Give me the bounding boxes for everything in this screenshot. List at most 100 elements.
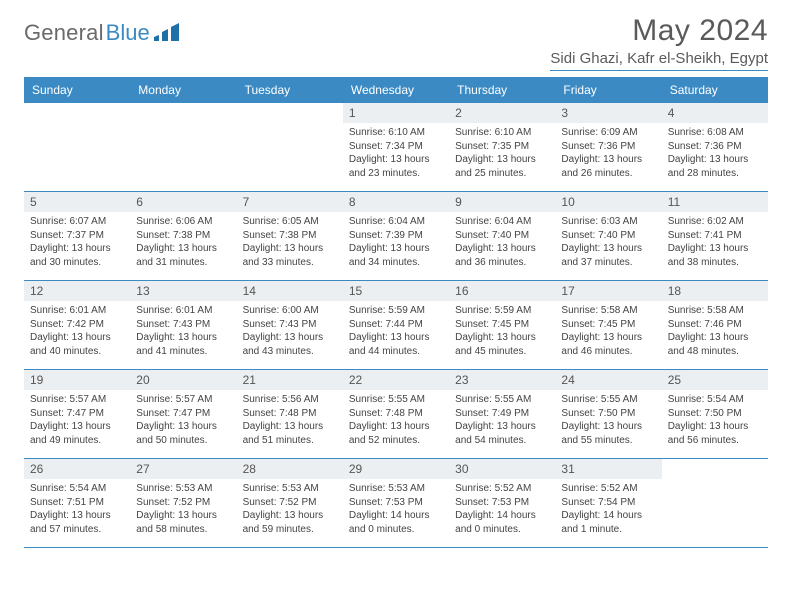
day-number: 25: [662, 370, 768, 390]
day-info: Sunrise: 6:01 AMSunset: 7:42 PMDaylight:…: [30, 304, 124, 358]
sunset-text: Sunset: 7:42 PM: [30, 318, 124, 332]
day-info: Sunrise: 6:07 AMSunset: 7:37 PMDaylight:…: [30, 215, 124, 269]
sunrise-text: Sunrise: 5:57 AM: [136, 393, 230, 407]
sunrise-text: Sunrise: 5:53 AM: [243, 482, 337, 496]
daylight-text: Daylight: 13 hours and 23 minutes.: [349, 153, 443, 180]
sunset-text: Sunset: 7:35 PM: [455, 140, 549, 154]
sunset-text: Sunset: 7:34 PM: [349, 140, 443, 154]
day-number: 10: [555, 192, 661, 212]
calendar-week: 26 Sunrise: 5:54 AMSunset: 7:51 PMDayligh…: [24, 459, 768, 548]
day-info: Sunrise: 5:59 AMSunset: 7:45 PMDaylight:…: [455, 304, 549, 358]
logo-text-general: General: [24, 20, 104, 46]
sunset-text: Sunset: 7:47 PM: [136, 407, 230, 421]
sunrise-text: Sunrise: 6:06 AM: [136, 215, 230, 229]
daylight-text: Daylight: 13 hours and 49 minutes.: [30, 420, 124, 447]
day-info: Sunrise: 6:01 AMSunset: 7:43 PMDaylight:…: [136, 304, 230, 358]
sunset-text: Sunset: 7:48 PM: [243, 407, 337, 421]
day-info: Sunrise: 6:02 AMSunset: 7:41 PMDaylight:…: [668, 215, 762, 269]
day-number: 31: [555, 459, 661, 479]
sunrise-text: Sunrise: 5:55 AM: [349, 393, 443, 407]
sunrise-text: Sunrise: 6:05 AM: [243, 215, 337, 229]
daylight-text: Daylight: 13 hours and 44 minutes.: [349, 331, 443, 358]
daylight-text: Daylight: 14 hours and 0 minutes.: [455, 509, 549, 536]
weekday-header: Tuesday: [237, 77, 343, 103]
sunset-text: Sunset: 7:37 PM: [30, 229, 124, 243]
logo-text-blue: Blue: [106, 20, 150, 46]
day-number: 13: [130, 281, 236, 301]
sunset-text: Sunset: 7:47 PM: [30, 407, 124, 421]
logo-bars-icon: [154, 23, 180, 46]
day-number: 12: [24, 281, 130, 301]
sunset-text: Sunset: 7:53 PM: [455, 496, 549, 510]
daylight-text: Daylight: 13 hours and 43 minutes.: [243, 331, 337, 358]
day-info: Sunrise: 6:10 AMSunset: 7:34 PMDaylight:…: [349, 126, 443, 180]
day-number: 30: [449, 459, 555, 479]
day-number: [662, 459, 768, 465]
sunrise-text: Sunrise: 5:59 AM: [349, 304, 443, 318]
sunset-text: Sunset: 7:41 PM: [668, 229, 762, 243]
sunset-text: Sunset: 7:39 PM: [349, 229, 443, 243]
day-number: 11: [662, 192, 768, 212]
day-info: Sunrise: 5:54 AMSunset: 7:50 PMDaylight:…: [668, 393, 762, 447]
day-number: [237, 103, 343, 109]
sunrise-text: Sunrise: 6:04 AM: [455, 215, 549, 229]
calendar-day: 28Sunrise: 5:53 AMSunset: 7:52 PMDayligh…: [237, 459, 343, 547]
day-info: Sunrise: 6:04 AMSunset: 7:40 PMDaylight:…: [455, 215, 549, 269]
day-info: Sunrise: 6:08 AMSunset: 7:36 PMDaylight:…: [668, 126, 762, 180]
calendar-day: 15Sunrise: 5:59 AMSunset: 7:44 PMDayligh…: [343, 281, 449, 369]
sunrise-text: Sunrise: 6:09 AM: [561, 126, 655, 140]
day-info: Sunrise: 5:57 AMSunset: 7:47 PMDaylight:…: [30, 393, 124, 447]
sunrise-text: Sunrise: 5:55 AM: [561, 393, 655, 407]
sunrise-text: Sunrise: 6:03 AM: [561, 215, 655, 229]
sunrise-text: Sunrise: 5:59 AM: [455, 304, 549, 318]
calendar-day: [237, 103, 343, 191]
calendar-day: 29Sunrise: 5:53 AMSunset: 7:53 PMDayligh…: [343, 459, 449, 547]
day-number: 7: [237, 192, 343, 212]
day-number: 26: [24, 459, 130, 479]
sunrise-text: Sunrise: 5:57 AM: [30, 393, 124, 407]
day-info: Sunrise: 6:10 AMSunset: 7:35 PMDaylight:…: [455, 126, 549, 180]
weekday-header: Thursday: [449, 77, 555, 103]
calendar-day: 31Sunrise: 5:52 AMSunset: 7:54 PMDayligh…: [555, 459, 661, 547]
logo: GeneralBlue: [24, 14, 180, 46]
daylight-text: Daylight: 13 hours and 41 minutes.: [136, 331, 230, 358]
day-info: Sunrise: 5:57 AMSunset: 7:47 PMDaylight:…: [136, 393, 230, 447]
calendar-day: 7Sunrise: 6:05 AMSunset: 7:38 PMDaylight…: [237, 192, 343, 280]
sunrise-text: Sunrise: 5:58 AM: [668, 304, 762, 318]
calendar-day: 13 Sunrise: 6:01 AMSunset: 7:43 PMDayligh…: [130, 281, 236, 369]
day-info: Sunrise: 5:54 AMSunset: 7:51 PMDaylight:…: [30, 482, 124, 536]
day-info: Sunrise: 5:53 AMSunset: 7:52 PMDaylight:…: [243, 482, 337, 536]
daylight-text: Daylight: 13 hours and 57 minutes.: [30, 509, 124, 536]
sunrise-text: Sunrise: 5:56 AM: [243, 393, 337, 407]
sunrise-text: Sunrise: 6:10 AM: [455, 126, 549, 140]
calendar-day: 20Sunrise: 5:57 AMSunset: 7:47 PMDayligh…: [130, 370, 236, 458]
calendar-day: 27Sunrise: 5:53 AMSunset: 7:52 PMDayligh…: [130, 459, 236, 547]
day-number: 24: [555, 370, 661, 390]
weekday-header: Saturday: [662, 77, 768, 103]
daylight-text: Daylight: 13 hours and 56 minutes.: [668, 420, 762, 447]
daylight-text: Daylight: 13 hours and 31 minutes.: [136, 242, 230, 269]
day-number: 21: [237, 370, 343, 390]
daylight-text: Daylight: 13 hours and 25 minutes.: [455, 153, 549, 180]
day-info: Sunrise: 5:55 AMSunset: 7:48 PMDaylight:…: [349, 393, 443, 447]
day-number: 14: [237, 281, 343, 301]
daylight-text: Daylight: 13 hours and 50 minutes.: [136, 420, 230, 447]
daylight-text: Daylight: 13 hours and 36 minutes.: [455, 242, 549, 269]
calendar-day: 14 Sunrise: 6:00 AMSunset: 7:43 PMDayligh…: [237, 281, 343, 369]
day-number: 6: [130, 192, 236, 212]
weekday-header: Friday: [555, 77, 661, 103]
sunrise-text: Sunrise: 6:10 AM: [349, 126, 443, 140]
day-info: Sunrise: 5:58 AMSunset: 7:46 PMDaylight:…: [668, 304, 762, 358]
calendar-day: 16Sunrise: 5:59 AMSunset: 7:45 PMDayligh…: [449, 281, 555, 369]
daylight-text: Daylight: 13 hours and 54 minutes.: [455, 420, 549, 447]
calendar-day: [662, 459, 768, 547]
day-info: Sunrise: 6:00 AMSunset: 7:43 PMDaylight:…: [243, 304, 337, 358]
sunrise-text: Sunrise: 6:01 AM: [30, 304, 124, 318]
sunset-text: Sunset: 7:40 PM: [561, 229, 655, 243]
sunrise-text: Sunrise: 6:07 AM: [30, 215, 124, 229]
calendar-day: 3Sunrise: 6:09 AMSunset: 7:36 PMDaylight…: [555, 103, 661, 191]
sunrise-text: Sunrise: 5:55 AM: [455, 393, 549, 407]
calendar-week: 5Sunrise: 6:07 AMSunset: 7:37 PMDaylight…: [24, 192, 768, 281]
calendar: Sunday Monday Tuesday Wednesday Thursday…: [24, 77, 768, 548]
calendar-day: 12 Sunrise: 6:01 AMSunset: 7:42 PMDayligh…: [24, 281, 130, 369]
